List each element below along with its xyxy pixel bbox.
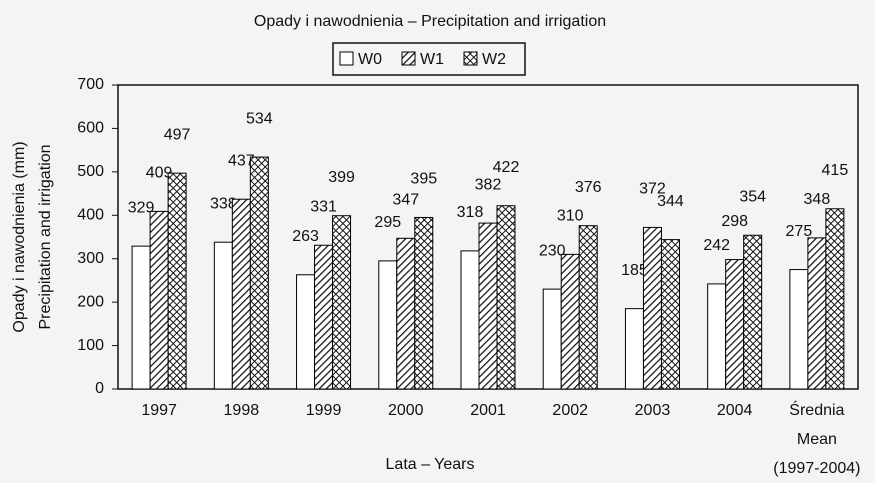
x-tick-label: 2001 [470,402,506,419]
legend-label: W1 [420,51,444,68]
data-label: 295 [374,214,401,231]
data-label: 534 [246,110,273,127]
y-tick-label: 100 [77,337,104,354]
x-tick-label: 1999 [306,402,342,419]
bar [460,250,480,390]
data-label: 399 [328,169,355,186]
x-tick-label: 2002 [552,402,588,419]
legend-box [332,42,526,76]
bar [743,234,763,390]
legend-label: W2 [482,51,506,68]
legend-swatch [339,51,354,66]
bar [560,253,580,390]
data-label: 395 [410,171,437,188]
x-tick-label: Średnia Mean (1997-2004) [773,400,860,477]
data-label: 242 [703,237,730,254]
data-label: 348 [804,191,831,208]
bar [542,288,562,390]
bar [707,283,727,390]
legend-label: W0 [358,51,382,68]
bar [249,156,269,390]
x-axis-title: Lata – Years [386,456,475,473]
bar [414,216,434,390]
data-label: 497 [164,126,191,143]
bar [789,269,809,390]
bar [807,237,827,390]
bar [231,198,251,390]
data-label: 310 [557,208,584,225]
data-label: 298 [721,213,748,230]
bar [496,205,516,390]
data-label: 372 [639,181,666,198]
bar [213,241,233,390]
data-label: 376 [575,179,602,196]
data-label: 409 [146,165,173,182]
legend-swatch [401,51,416,66]
data-label: 338 [210,195,237,212]
bar [378,260,398,390]
y-tick-label: 600 [77,120,104,137]
bar [660,239,680,390]
y-axis-title: Precipitation and irrigation [37,145,54,330]
data-label: 185 [621,262,648,279]
x-tick-label: 2004 [717,402,753,419]
bar [642,226,662,390]
x-tick-label: 1998 [224,402,260,419]
bar [131,245,151,390]
data-label: 230 [539,242,566,259]
bar [167,172,187,390]
data-label: 382 [475,176,502,193]
x-tick-label: 1997 [141,402,177,419]
y-tick-label: 300 [77,250,104,267]
y-tick-label: 700 [77,76,104,93]
bar [332,215,352,390]
data-label: 422 [493,159,520,176]
x-tick-label: 2000 [388,402,424,419]
bar [296,274,316,390]
data-label: 329 [128,199,155,216]
y-tick-label: 500 [77,163,104,180]
bar [624,308,644,390]
data-label: 354 [739,188,766,205]
bar [725,259,745,390]
y-tick-label: 200 [77,293,104,310]
data-label: 263 [292,228,319,245]
bar [396,237,416,390]
bar [478,222,498,390]
bar [825,208,845,390]
data-label: 344 [657,193,684,210]
x-tick-label: 2003 [635,402,671,419]
data-label: 275 [786,223,813,240]
chart-title: Opady i nawodnienia – Precipitation and … [254,13,606,30]
y-tick-label: 400 [77,207,104,224]
y-tick-label: 0 [95,380,104,397]
bar [149,210,169,390]
data-label: 318 [457,204,484,221]
data-label: 437 [228,152,255,169]
data-label: 331 [310,198,337,215]
bar [578,225,598,390]
bar [314,244,334,390]
y-axis-title: Opady i nawodnienia (mm) [11,141,28,332]
legend-swatch [463,51,478,66]
data-label: 415 [822,162,849,179]
data-label: 347 [392,192,419,209]
